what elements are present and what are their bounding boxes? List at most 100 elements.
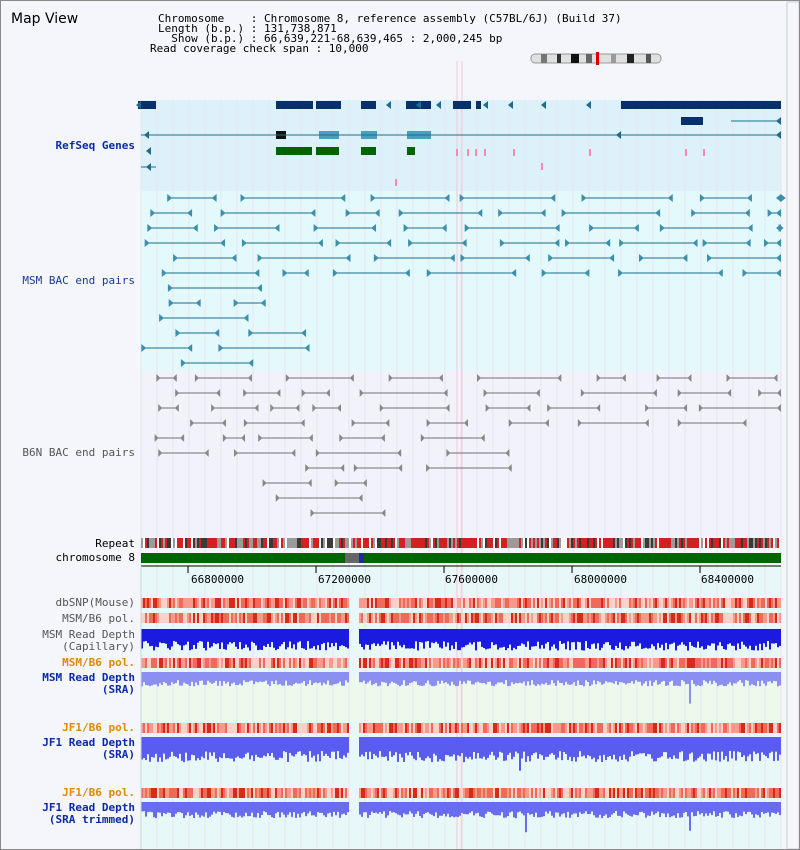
jf1-depth-sra-bar [339, 737, 341, 759]
repeat-element [571, 538, 573, 548]
msm-depth-sra-bar [163, 672, 165, 683]
msm-depth-capillary-bar [209, 629, 211, 648]
jf1-depth-sra-bar [587, 737, 589, 756]
repeat-element [297, 538, 299, 548]
msm-depth-capillary-bar [339, 629, 341, 647]
jf1-b6-pol-heat [181, 723, 183, 733]
track-label-msm-depth-capillary[interactable]: MSM Read Depth [42, 628, 135, 641]
msm-bac-end [260, 299, 266, 307]
msm-b6-pol-sra-heat [551, 658, 553, 668]
track-label-msm-depth-sra[interactable]: MSM Read Depth [42, 671, 135, 684]
jf1-depth-sra-bar [437, 737, 439, 762]
jf1-depth-sra-bar [603, 737, 605, 755]
jf1-depth-sra-bar [285, 737, 287, 753]
jf1-depth-sra-bar [615, 737, 617, 760]
repeat-element [371, 538, 373, 548]
track-label-jf1-depth-trimmed[interactable]: JF1 Read Depth [42, 801, 135, 814]
jf1-b6-pol-trimmed-heat [217, 788, 219, 798]
track-label-refseq-genes[interactable]: RefSeq Genes [55, 139, 135, 152]
track-label-msm-bac[interactable]: MSM BAC end pairs [22, 274, 135, 287]
dbsnp-heat [269, 598, 271, 608]
repeat-element [177, 538, 179, 548]
jf1-b6-pol-heat [605, 723, 607, 733]
msm-b6-pol-heat [589, 613, 591, 623]
jf1-depth-trimmed-bar [289, 802, 291, 813]
track-label-jf1-b6-pol[interactable]: JF1/B6 pol. [62, 721, 135, 734]
jf1-depth-sra-bar [777, 737, 779, 761]
msm-bac-end [303, 269, 309, 277]
msm-depth-sra-bar [375, 672, 377, 683]
msm-b6-pol-heat [623, 613, 625, 623]
dbsnp-heat [363, 598, 365, 608]
msm-b6-pol-sra-heat [445, 658, 447, 668]
track-label-msm-b6-pol[interactable]: MSM/B6 pol. [62, 612, 135, 625]
jf1-b6-pol-heat [159, 723, 161, 733]
jf1-depth-sra-bar [407, 737, 409, 756]
repeat-element [219, 538, 221, 548]
jf1-b6-pol-heat [469, 723, 471, 733]
jf1-b6-pol-trimmed-heat [379, 788, 381, 798]
msm-b6-pol-sra-heat [433, 658, 435, 668]
jf1-b6-pol-heat [143, 723, 145, 733]
jf1-b6-pol-trimmed-heat [207, 788, 209, 798]
msm-depth-sra-bar [595, 672, 597, 685]
msm-depth-capillary-bar [555, 629, 557, 649]
msm-depth-sra-bar [245, 672, 247, 683]
jf1-depth-sra-bar [429, 737, 431, 759]
jf1-b6-pol-trimmed-heat [405, 788, 407, 798]
msm-b6-pol-sra-heat [145, 658, 147, 668]
jf1-b6-pol-heat [757, 723, 759, 733]
msm-b6-pol-heat [247, 613, 249, 623]
repeat-element [585, 538, 587, 548]
jf1-depth-trimmed-bar [257, 802, 259, 814]
jf1-depth-sra-bar [233, 737, 235, 762]
jf1-depth-trimmed-bar [573, 802, 575, 814]
msm-depth-capillary-bar [727, 629, 729, 645]
jf1-b6-pol-trimmed-heat [767, 788, 769, 798]
msm-depth-sra-bar [547, 672, 549, 686]
msm-b6-pol-heat [753, 613, 755, 623]
repeat-element [641, 538, 643, 548]
msm-b6-pol-heat [219, 613, 221, 623]
msm-depth-sra-bar [771, 672, 773, 684]
dbsnp-heat [707, 598, 709, 608]
jf1-b6-pol-heat [281, 723, 283, 733]
track-label-jf1-depth-sra[interactable]: JF1 Read Depth [42, 736, 135, 749]
dbsnp-heat [189, 598, 191, 608]
repeat-element [435, 538, 437, 548]
dbsnp-heat [275, 598, 277, 608]
jf1-b6-pol-trimmed-heat [327, 788, 329, 798]
msm-depth-sra-bar [593, 672, 595, 681]
repeat-element [173, 538, 175, 548]
jf1-depth-sra-bar [739, 737, 741, 753]
track-label-chromosome[interactable]: chromosome 8 [55, 551, 135, 564]
track-label-b6n-bac[interactable]: B6N BAC end pairs [22, 446, 135, 459]
msm-depth-sra-bar [599, 672, 601, 683]
msm-depth-capillary-bar [217, 629, 219, 644]
msm-depth-sra-bar [475, 672, 477, 683]
repeat-element [543, 538, 545, 548]
msm-b6-pol-sra-heat [667, 658, 669, 668]
track-label-jf1-b6-pol-trimmed[interactable]: JF1/B6 pol. [62, 786, 135, 799]
msm-depth-capillary-bar [265, 629, 267, 647]
track-label-msm-b6-pol-sra[interactable]: MSM/B6 pol. [62, 656, 135, 669]
repeat-element [759, 538, 761, 548]
jf1-depth-sra-bar [269, 737, 271, 756]
dbsnp-heat [503, 598, 505, 608]
jf1-b6-pol-trimmed-heat [679, 788, 681, 798]
repeat-element [385, 538, 387, 548]
dbsnp-heat [295, 598, 297, 608]
track-label-dbsnp[interactable]: dbSNP(Mouse) [55, 596, 135, 609]
b6n-bac-end [300, 419, 305, 427]
msm-b6-pol-sra-heat [537, 658, 539, 668]
jf1-b6-pol-heat [397, 723, 399, 733]
repeat-element [553, 538, 555, 548]
msm-depth-capillary-bar [683, 629, 685, 645]
jf1-b6-pol-trimmed-heat [607, 788, 609, 798]
jf1-depth-trimmed-bar [631, 802, 633, 817]
dbsnp-heat [623, 598, 625, 608]
msm-b6-pol-sra-heat [187, 658, 189, 668]
track-label-repeat[interactable]: Repeat [95, 537, 135, 550]
msm-depth-capillary-bar [487, 629, 489, 649]
